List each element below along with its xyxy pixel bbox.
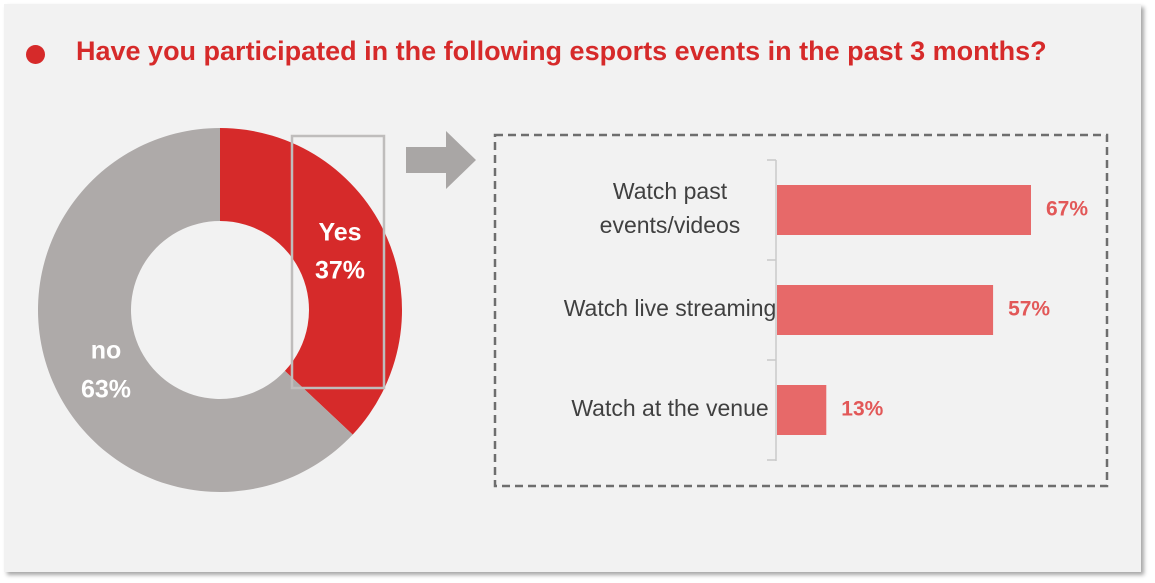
- donut-value-yes: 37%: [315, 257, 365, 285]
- donut-slice-no: [38, 128, 353, 492]
- title-bullet-icon: [26, 45, 45, 64]
- bar-category-label: Watch at the venue: [571, 395, 768, 421]
- donut-slice-yes: [220, 128, 403, 435]
- bar-axis-ticks: [767, 159, 776, 461]
- bar-2: [777, 285, 994, 335]
- highlight-frame: [290, 134, 386, 390]
- donut-value-no: 63%: [81, 376, 131, 404]
- detail-frame: [493, 133, 1109, 488]
- arrow-right-icon: [406, 131, 476, 189]
- bar-3: [777, 385, 827, 435]
- bar-value-label: 67%: [1046, 198, 1088, 221]
- bar-1: [777, 185, 1031, 235]
- donut-chart: Yes 37% no 63%: [38, 128, 403, 492]
- bar-value-label: 13%: [841, 398, 883, 421]
- bar-category-label: Watch live streaming: [564, 295, 777, 321]
- bar-category-label: events/videos: [600, 212, 741, 238]
- donut-label-yes: Yes: [318, 219, 361, 247]
- donut-label-no: no: [91, 337, 122, 365]
- bar-chart: 67% Watch past events/videos 57% Watch live …: [564, 178, 1088, 435]
- chart-title: Have you participated in the following e…: [76, 36, 1047, 66]
- bar-category-label: Watch past: [613, 178, 728, 204]
- bar-value-label: 57%: [1008, 298, 1050, 321]
